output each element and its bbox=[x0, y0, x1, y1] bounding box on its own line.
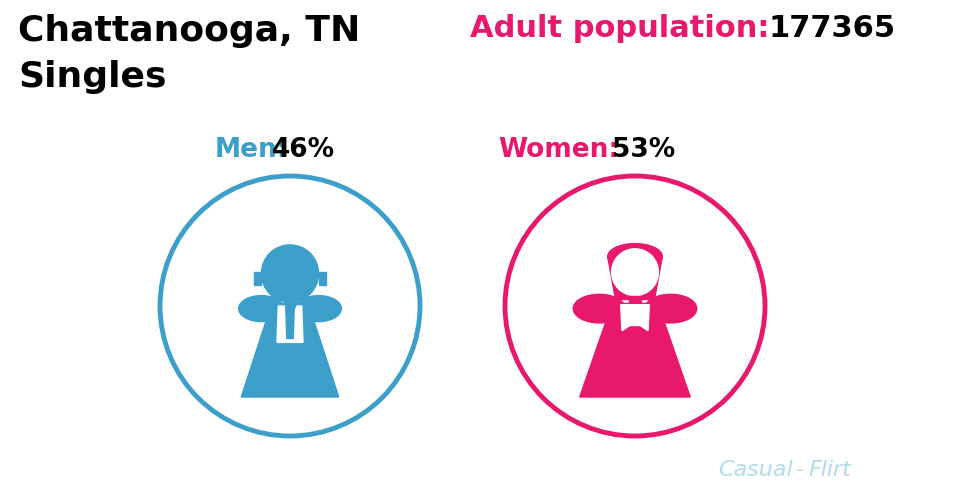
Text: -: - bbox=[796, 459, 804, 479]
Text: Men:: Men: bbox=[215, 137, 288, 163]
Text: 177365: 177365 bbox=[768, 14, 895, 43]
Polygon shape bbox=[286, 308, 294, 339]
Circle shape bbox=[261, 245, 319, 303]
Ellipse shape bbox=[573, 295, 625, 323]
Ellipse shape bbox=[296, 296, 342, 322]
Polygon shape bbox=[241, 304, 339, 397]
Polygon shape bbox=[621, 305, 649, 326]
Polygon shape bbox=[277, 307, 303, 343]
Ellipse shape bbox=[645, 295, 697, 323]
Text: Casual: Casual bbox=[718, 459, 793, 479]
Polygon shape bbox=[580, 304, 690, 397]
Text: Chattanooga, TN: Chattanooga, TN bbox=[18, 14, 360, 48]
Polygon shape bbox=[608, 257, 662, 300]
Polygon shape bbox=[621, 305, 630, 331]
Polygon shape bbox=[254, 273, 261, 286]
Polygon shape bbox=[319, 273, 325, 286]
Polygon shape bbox=[629, 296, 641, 304]
Text: Women:: Women: bbox=[498, 137, 619, 163]
Text: Singles: Singles bbox=[18, 60, 166, 94]
Circle shape bbox=[612, 249, 659, 296]
Text: Adult population:: Adult population: bbox=[470, 14, 770, 43]
Polygon shape bbox=[285, 301, 295, 308]
Text: 53%: 53% bbox=[612, 137, 675, 163]
Text: Flirt: Flirt bbox=[808, 459, 851, 479]
Polygon shape bbox=[283, 303, 297, 304]
Ellipse shape bbox=[239, 296, 284, 322]
Polygon shape bbox=[640, 305, 649, 331]
Ellipse shape bbox=[608, 244, 662, 270]
Text: 46%: 46% bbox=[272, 137, 335, 163]
